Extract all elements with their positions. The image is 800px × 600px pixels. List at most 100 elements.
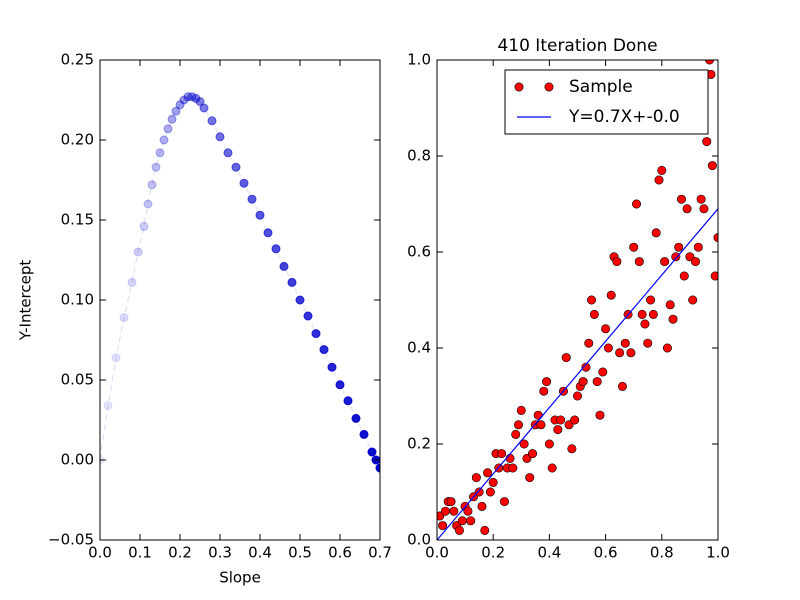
x-tick-label: 0.6	[328, 544, 352, 562]
sample-point	[511, 429, 521, 439]
sample-point	[637, 309, 647, 319]
sample-point	[556, 415, 566, 425]
sample-point	[679, 271, 689, 281]
sample-point	[466, 516, 476, 526]
sample-point	[707, 161, 717, 171]
sample-point	[620, 338, 630, 348]
x-tick-label: 0.4	[248, 544, 272, 562]
path-point	[319, 345, 329, 355]
path-point	[163, 124, 173, 134]
sample-point	[485, 487, 495, 497]
sample-point	[654, 175, 664, 185]
legend-box	[504, 69, 709, 135]
sample-point	[612, 257, 622, 267]
sample-point	[513, 420, 523, 430]
sample-point	[693, 242, 703, 252]
sample-point	[446, 497, 456, 507]
sample-point	[539, 386, 549, 396]
sample-point	[519, 439, 529, 449]
legend-label: Sample	[569, 77, 633, 97]
y-tick-label: 0.20	[61, 131, 94, 149]
sample-point	[471, 473, 481, 483]
path-point	[171, 106, 181, 116]
path-point	[343, 396, 353, 406]
path-point	[375, 463, 380, 473]
sample-point	[542, 377, 552, 387]
path-point	[179, 95, 189, 105]
sample-point	[648, 309, 658, 319]
y-tick-label: −0.05	[48, 531, 94, 549]
path-point	[351, 413, 361, 423]
path-point	[119, 313, 129, 323]
y-tick-label: 0.6	[407, 243, 431, 261]
path-point	[143, 199, 153, 209]
sample-point	[598, 367, 608, 377]
sample-point	[572, 391, 582, 401]
sample-point	[457, 516, 467, 526]
path-point	[147, 180, 157, 190]
sample-point	[710, 271, 718, 281]
x-axis-label: Slope	[219, 569, 261, 587]
path-point	[195, 97, 205, 107]
path-point	[303, 311, 313, 321]
path-point	[103, 401, 113, 411]
sample-point	[544, 439, 554, 449]
sample-point	[454, 525, 464, 535]
sample-point	[570, 415, 580, 425]
path-point	[367, 447, 377, 457]
sample-point	[671, 252, 681, 262]
plot-area	[437, 60, 718, 540]
y-tick-label: 0.10	[61, 291, 94, 309]
sample-point	[662, 343, 672, 353]
y-tick-label: 0.2	[407, 435, 431, 453]
sample-point	[682, 204, 692, 214]
y-axis-label: Y-Intercept	[17, 260, 35, 342]
x-tick-label: 0.5	[288, 544, 312, 562]
path-point	[187, 92, 197, 102]
sample-point	[657, 165, 667, 175]
sample-point	[705, 60, 715, 65]
sample-point	[547, 463, 557, 473]
x-tick-label: 0.2	[481, 544, 505, 562]
path-point	[287, 277, 297, 287]
sample-point	[592, 377, 602, 387]
sample-point	[488, 477, 498, 487]
sample-point	[634, 257, 644, 267]
x-tick-label: 0.4	[537, 544, 561, 562]
chart-title: 410 Iteration Done	[497, 36, 657, 56]
sample-point	[696, 194, 706, 204]
path-point	[183, 92, 193, 102]
y-tick-label: 0.0	[407, 531, 431, 549]
sample-point	[525, 473, 535, 483]
sample-point	[561, 353, 571, 363]
path-point	[231, 162, 241, 172]
sample-point	[674, 242, 684, 252]
x-tick-label: 0.7	[368, 544, 392, 562]
sample-point	[536, 420, 546, 430]
path-point	[335, 380, 345, 390]
sample-point	[567, 444, 577, 454]
sample-point	[688, 295, 698, 305]
sample-point	[463, 506, 473, 516]
sample-point	[640, 319, 650, 329]
path-point	[239, 178, 249, 188]
sample-point	[508, 463, 518, 473]
sample-point	[617, 381, 627, 391]
y-tick-label: 0.05	[61, 371, 94, 389]
y-tick-label: 0.00	[61, 451, 94, 469]
path-point	[207, 116, 217, 126]
path-point	[133, 247, 143, 257]
sample-point	[477, 501, 487, 511]
path-point	[223, 148, 233, 158]
path-point	[199, 103, 209, 113]
sample-point	[449, 506, 459, 516]
plot-area	[100, 92, 380, 473]
sample-point	[584, 338, 594, 348]
fit-line	[437, 208, 718, 540]
sample-point	[702, 137, 712, 147]
sample-point	[581, 362, 591, 372]
x-tick-label: 0.8	[650, 544, 674, 562]
y-tick-label: 0.4	[407, 339, 431, 357]
sample-point	[440, 506, 450, 516]
path-point	[139, 221, 149, 231]
